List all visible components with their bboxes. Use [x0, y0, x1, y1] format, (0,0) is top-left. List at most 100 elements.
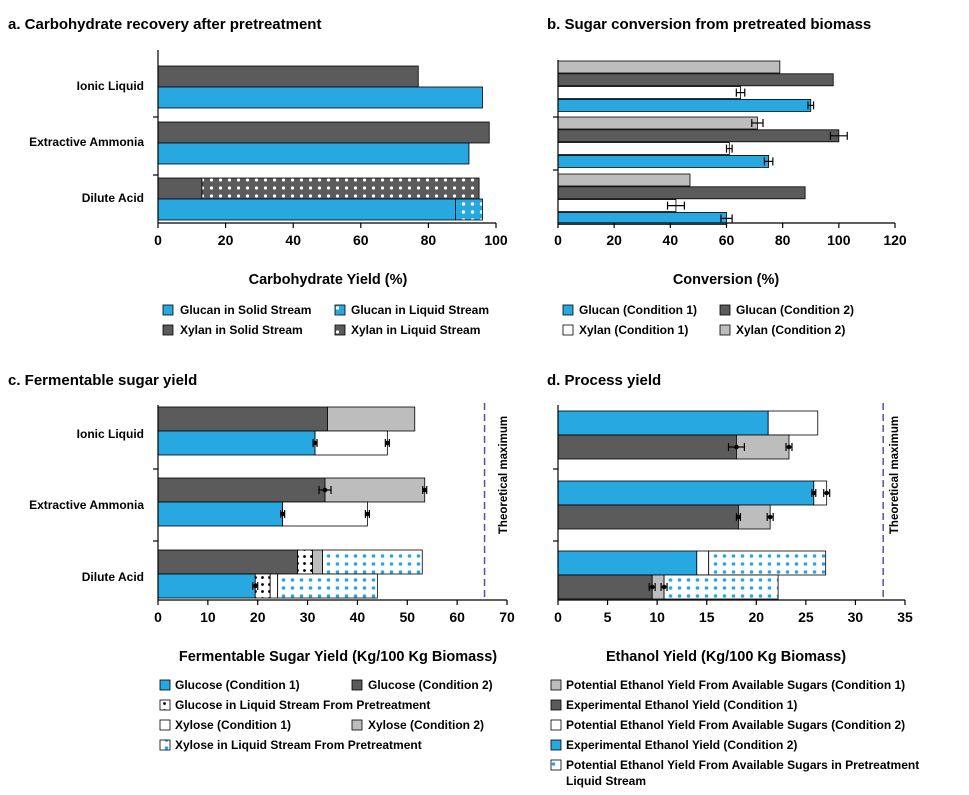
legend-b-glucan-c1: Glucan (Condition 1) [579, 303, 697, 317]
panel-b-bar-x1 [557, 142, 730, 156]
panel-d-x-tick-label: 5 [604, 609, 612, 625]
panel-b-plot: 0 20 40 60 80 100 120 [553, 60, 907, 248]
legend-swatch-xs [162, 324, 174, 336]
panel-b-x-tick-label: 120 [883, 232, 907, 248]
legend-a-glucan-liquid: Glucan in Liquid Stream [351, 303, 489, 317]
panel-c-plot: 0 10 20 30 40 50 60 70 Ionic Liquid Extractive Am… [29, 403, 515, 625]
panel-b-x-tick-label: 100 [827, 232, 851, 248]
panel-a-bar-xl [201, 177, 480, 200]
legend-swatch-exp2 [550, 739, 562, 751]
legend-swatch-pot2 [550, 719, 562, 731]
panel-c-bar-x2 [324, 477, 426, 503]
panel-b-bar-x2 [557, 60, 781, 74]
legend-a-xylan-solid: Xylan in Solid Stream [180, 323, 303, 337]
legend-d-pot-liquid: Potential Ethanol Yield From Available S… [566, 758, 919, 788]
panel-c-error-point [365, 511, 370, 517]
panel-c-bar-x1 [314, 430, 388, 456]
panel-d-bar-exp2 [557, 480, 815, 506]
panel-c-x-tick-label: 10 [200, 609, 216, 625]
panel-d-xlabel: Ethanol Yield (Kg/100 Kg Biomass) [606, 649, 846, 665]
panel-d-theoretical-label: Theoretical maximum [889, 416, 901, 534]
panel-c-category-label: Extractive Ammonia [29, 498, 144, 512]
panel-b-bar-x2 [557, 173, 691, 187]
legend-swatches [159, 304, 731, 771]
panel-d-bar-exp1 [557, 504, 739, 530]
legend-swatch-gliq [159, 699, 171, 711]
panel-c-bar-xliq [322, 549, 423, 575]
panel-b-x-tick-label: 40 [663, 232, 679, 248]
panel-a-xlabel: Carbohydrate Yield (%) [249, 272, 408, 288]
panel-b-x-tick-label: 0 [554, 232, 562, 248]
legend-c-glucose-c2: Glucose (Condition 2) [368, 678, 493, 692]
legend-b-xylan-c2: Xylan (Condition 2) [736, 323, 845, 337]
panel-c-bar-g2 [157, 549, 299, 575]
legend-swatch-xliq [159, 739, 171, 751]
panel-c-x-tick-label: 60 [449, 609, 465, 625]
panel-d-x-tick-label: 35 [897, 609, 913, 625]
panel-d-error-point [824, 490, 829, 496]
panel-c-x-tick-label: 0 [154, 609, 162, 625]
panel-b-bar-g2 [557, 129, 840, 143]
panel-d-error-point [767, 514, 773, 520]
panel-c-bar-gliq [297, 549, 313, 575]
panel-c-theoretical-label: Theoretical maximum [498, 416, 510, 534]
panel-d-error-point [736, 514, 741, 520]
panel-b-x-tick-label: 80 [775, 232, 791, 248]
legend-swatch-g2 [351, 679, 363, 691]
panel-d-error-point [649, 584, 655, 590]
panel-d-error-point [661, 584, 667, 590]
panel-d-x-tick-label: 20 [748, 609, 764, 625]
panel-b-bar-x1 [557, 86, 741, 99]
panel-c-bar-x1 [269, 573, 279, 599]
panel-a-plot: 0 20 40 60 80 100 Ionic Liquid Extractive Ammon… [29, 50, 508, 248]
panel-b-bar-g1 [557, 99, 812, 112]
panel-c-bar-x2 [312, 549, 323, 575]
panel-d-bar-potliq [708, 550, 827, 576]
panel-d-bar-pot2 [767, 410, 819, 436]
panel-c-bar-g1 [157, 573, 256, 599]
legend-c-xylose-c2: Xylose (Condition 2) [368, 718, 484, 732]
legend-swatch-g1 [159, 679, 171, 691]
panel-a-bar-gl [455, 198, 483, 221]
panel-c-x-tick-label: 40 [350, 609, 366, 625]
panel-a-bar-xs [157, 121, 490, 144]
panel-a-category-label: Dilute Acid [82, 191, 144, 205]
panel-c-bar-g2 [157, 406, 328, 432]
panel-d-plot: 0 5 10 15 20 25 30 35 [553, 403, 913, 625]
legend-swatch-exp1 [550, 699, 562, 711]
panel-c-bar-x2 [327, 406, 416, 432]
legend-c-xylose-c1: Xylose (Condition 1) [175, 718, 291, 732]
panel-c-legend: Glucose (Condition 1) Glucose (Condition… [175, 678, 493, 752]
panel-c-error-point [312, 440, 318, 446]
panel-d-bar-exp1 [557, 434, 737, 460]
legend-c-xylose-liquid: Xylose in Liquid Stream From Pretreatmen… [175, 738, 422, 752]
panel-a-bar-xs [157, 177, 203, 200]
panel-b-legend: Glucan (Condition 1) Glucan (Condition 2… [579, 303, 854, 337]
panel-d-x-tick-label: 0 [554, 609, 562, 625]
legend-swatch-xl [334, 324, 346, 336]
panel-a-title: a. Carbohydrate recovery after pretreatm… [8, 16, 321, 33]
legend-c-glucose-liquid: Glucose in Liquid Stream From Pretreatme… [175, 698, 430, 712]
panel-d-bar-pot1 [738, 504, 771, 530]
panel-c-error-point [280, 511, 285, 517]
panel-b-x-tick-label: 60 [719, 232, 735, 248]
panel-c-bar-x1 [282, 501, 368, 527]
panel-a-x-tick-label: 40 [285, 232, 301, 248]
panel-a-x-tick-label: 0 [154, 232, 162, 248]
legend-b-glucan-c2: Glucan (Condition 2) [736, 303, 854, 317]
legend-swatch-x1 [159, 719, 171, 731]
panel-c-bar-g1 [157, 501, 284, 527]
panel-a-x-tick-label: 20 [218, 232, 234, 248]
panel-b-bar-x1 [557, 199, 677, 213]
panel-d-legend: Potential Ethanol Yield From Available S… [566, 678, 919, 788]
panel-c-category-label: Ionic Liquid [77, 427, 144, 441]
panel-c-x-tick-label: 30 [300, 609, 316, 625]
panel-a-legend: Glucan in Solid Stream Glucan in Liquid … [180, 303, 489, 337]
panel-d-bar-exp1 [557, 574, 653, 600]
legend-d-exp-c2: Experimental Ethanol Yield (Condition 2) [566, 738, 797, 752]
legend-swatch-g2 [719, 304, 731, 316]
legend-b-xylan-c1: Xylan (Condition 1) [579, 323, 688, 337]
panel-a-bar-gs [157, 142, 470, 165]
legend-swatch-gl [334, 304, 346, 316]
